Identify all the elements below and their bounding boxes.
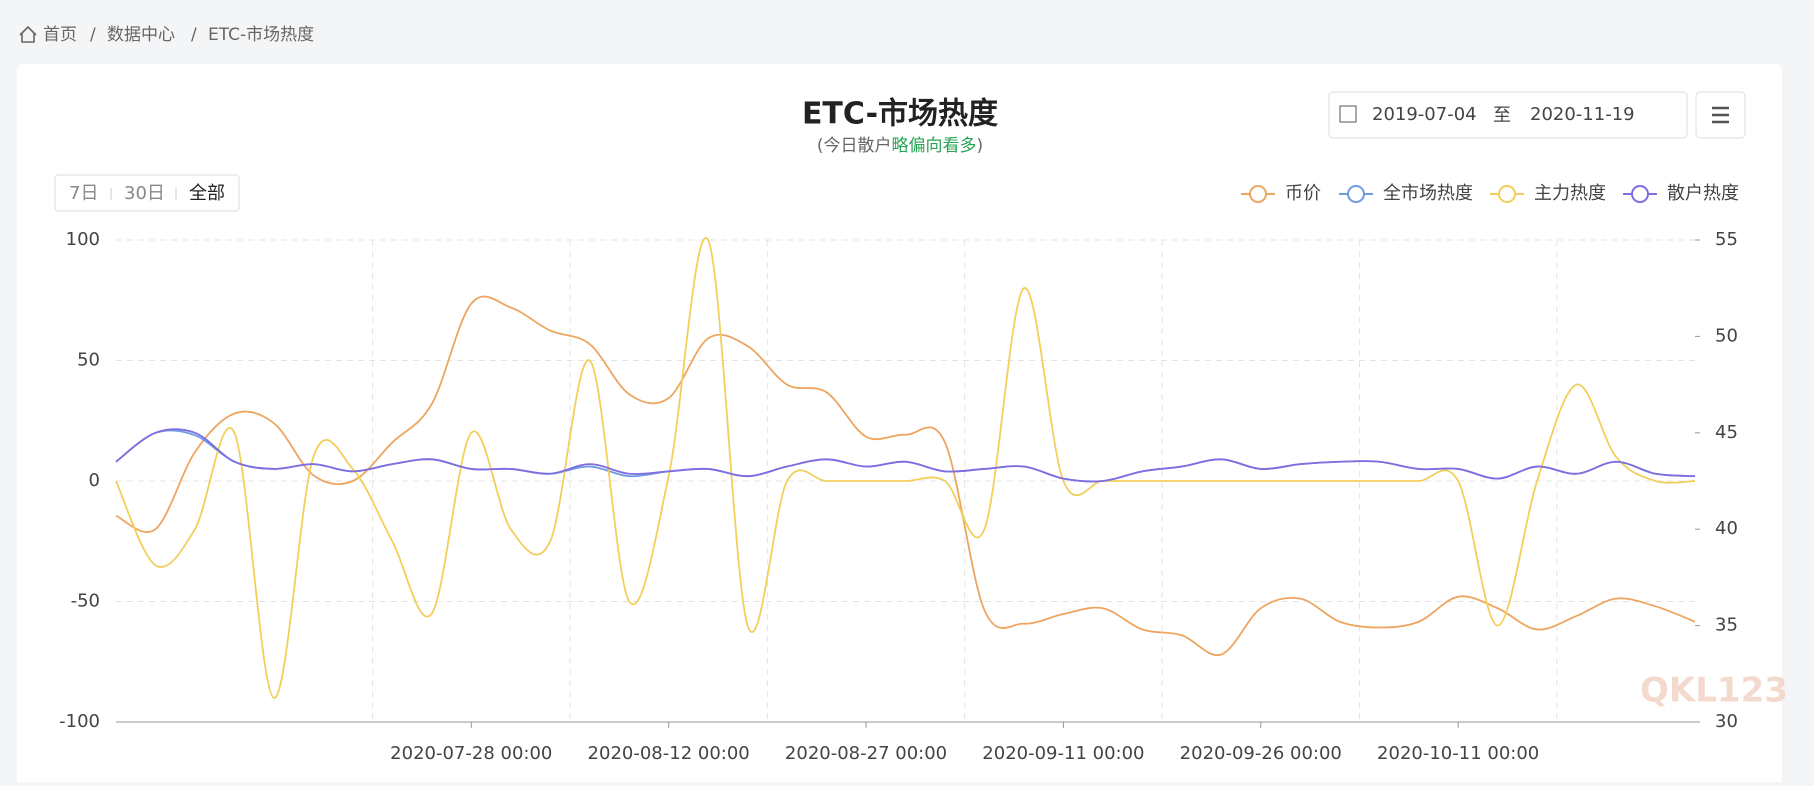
x-tick-label: 2020-08-27 00:00: [785, 743, 947, 764]
legend-marker: [1249, 185, 1267, 203]
date-box[interactable]: [1328, 91, 1688, 139]
legend-label[interactable]: 散户热度: [1667, 183, 1739, 204]
series-line: [115, 295, 1696, 657]
calendar-icon: [1339, 105, 1357, 123]
y2-tick-label: 45: [1715, 422, 1738, 443]
x-tick-label: 2020-09-26 00:00: [1180, 743, 1342, 764]
end-date[interactable]: 2020-11-19: [1530, 104, 1635, 125]
subtitle-highlight: 略偏向看多: [892, 136, 977, 156]
x-tick-label: 2020-08-12 00:00: [588, 743, 750, 764]
legend-label[interactable]: 主力热度: [1534, 183, 1606, 204]
x-tick-label: 2020-09-11 00:00: [982, 743, 1144, 764]
card: [17, 64, 1782, 786]
y2-tick-label: 40: [1715, 518, 1738, 539]
subtitle-text: ): [977, 136, 984, 156]
y2-tick-label: 30: [1715, 711, 1738, 732]
series-line: [115, 428, 1696, 483]
y-tick-label: -100: [59, 711, 100, 732]
subtitle-text: (今日散户: [817, 136, 892, 156]
menu-button[interactable]: [1695, 91, 1746, 139]
breadcrumb-item[interactable]: 首页: [43, 25, 77, 45]
legend-label[interactable]: 全市场热度: [1383, 183, 1473, 204]
start-date[interactable]: 2019-07-04: [1372, 104, 1477, 125]
y2-tick-label: 55: [1715, 229, 1738, 250]
breadcrumb: 首页 / 数据中心 / ETC-市场热度: [19, 25, 314, 45]
range-button[interactable]: 全部: [189, 183, 225, 204]
subtitle: (今日散户略偏向看多): [817, 136, 983, 156]
legend-marker: [1631, 185, 1649, 203]
y-tick-label: 0: [89, 470, 100, 491]
range-button[interactable]: 30日: [124, 183, 165, 204]
range-buttons: 7日 30日 全部: [54, 174, 240, 212]
breadcrumb-item: ETC-市场热度: [208, 25, 314, 45]
y-tick-label: -50: [71, 591, 100, 612]
date-picker[interactable]: 2019-07-04 至 2020-11-19: [1328, 91, 1688, 139]
y-tick-label: 100: [66, 229, 100, 250]
range-separator: 至: [1493, 105, 1511, 126]
x-tick-label: 2020-07-28 00:00: [390, 743, 552, 764]
y-tick-label: 50: [77, 350, 100, 371]
plot: -100 -50 0 50 100 30 35 40 45 50 55 2020-07-28 00:0…: [59, 229, 1738, 764]
button-divider: [110, 188, 177, 200]
chart-title: ETC-市场热度: [802, 97, 998, 132]
menu-icon: [1712, 106, 1729, 124]
home-icon: [19, 25, 37, 43]
legend-marker: [1347, 185, 1365, 203]
separator: /: [90, 25, 96, 45]
legend-marker: [1498, 185, 1516, 203]
button-group: [54, 174, 240, 212]
x-tick-label: 2020-10-11 00:00: [1377, 743, 1539, 764]
separator: /: [191, 25, 197, 45]
series-line: [115, 236, 1696, 699]
breadcrumb-item[interactable]: 数据中心: [107, 25, 175, 45]
y2-tick-label: 50: [1715, 325, 1738, 346]
legend-label[interactable]: 币价: [1285, 183, 1321, 204]
watermark: QKL123: [1640, 671, 1788, 711]
y2-tick-label: 35: [1715, 615, 1738, 636]
range-button[interactable]: 7日: [69, 183, 98, 204]
